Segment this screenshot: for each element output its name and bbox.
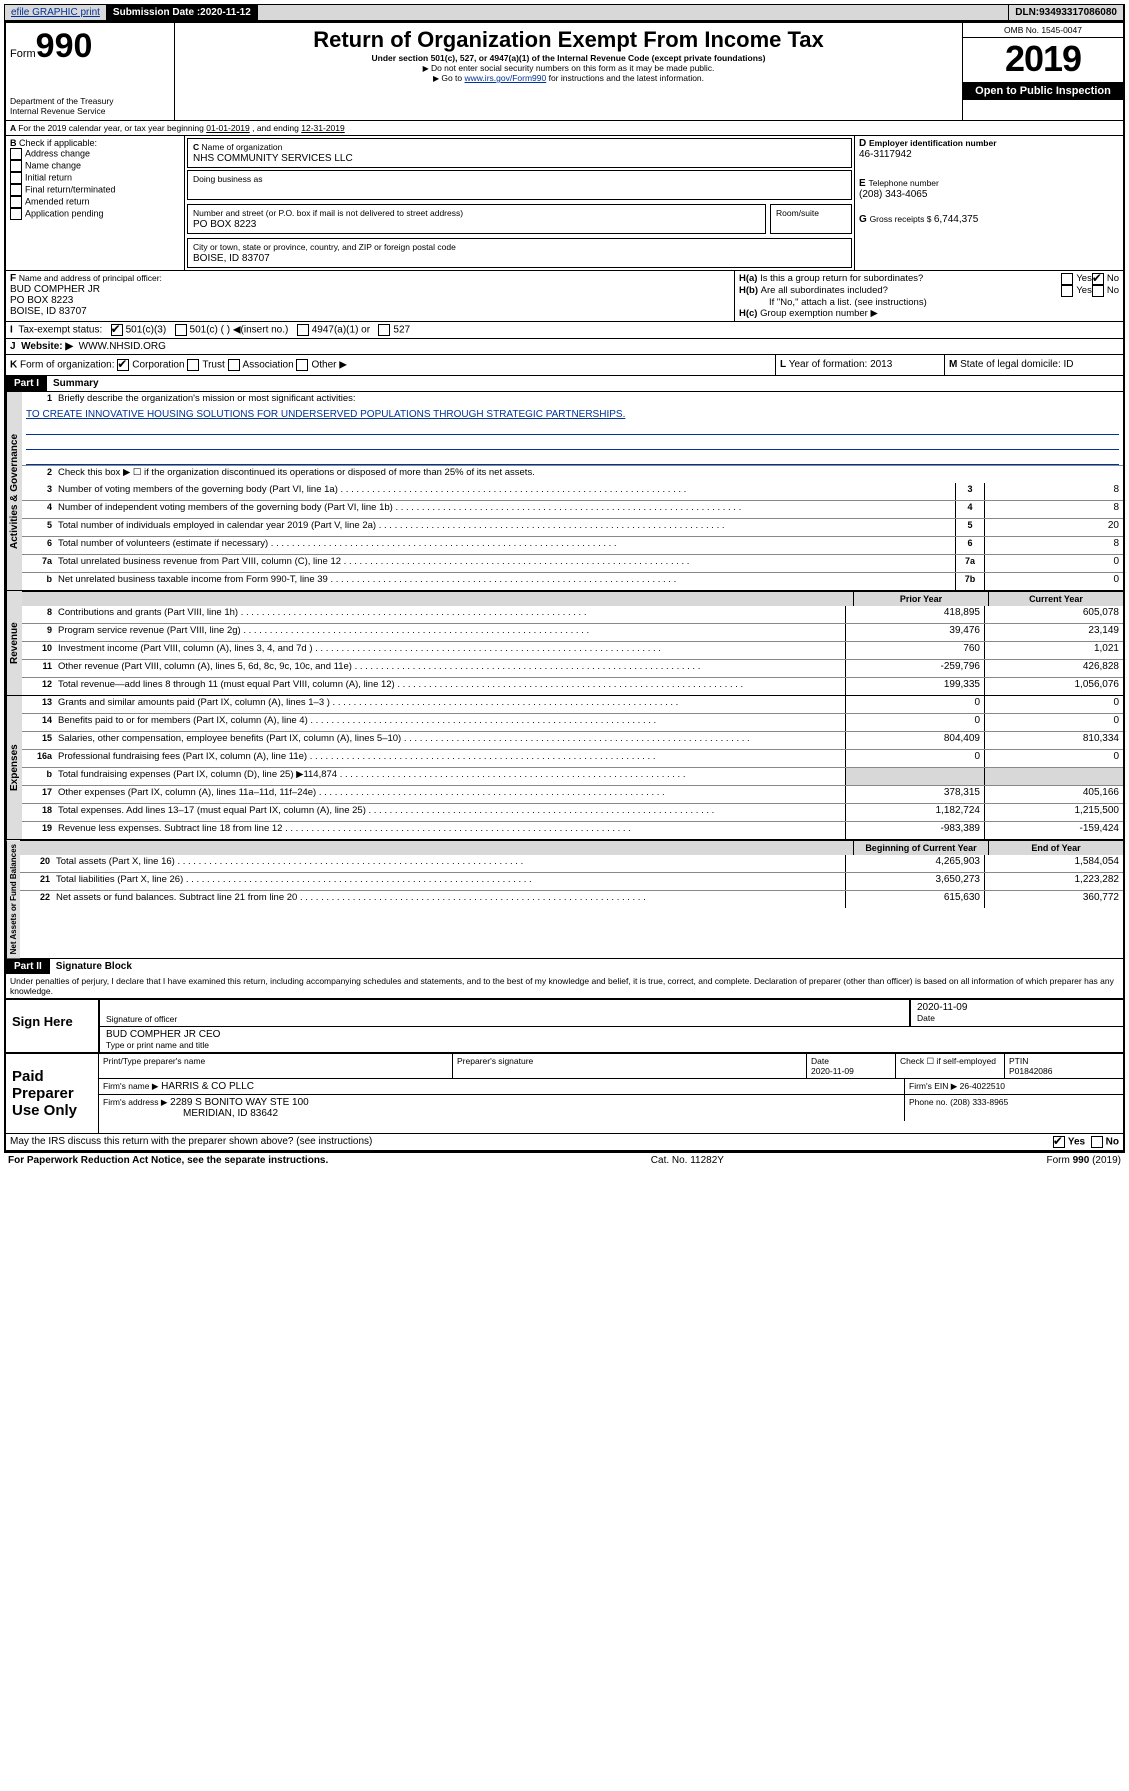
summary-row: b Net unrelated business taxable income … xyxy=(22,572,1123,590)
tab-net-assets: Net Assets or Fund Balances xyxy=(6,840,20,958)
sign-here-label: Sign Here xyxy=(6,1000,98,1052)
summary-row: 6 Total number of volunteers (estimate i… xyxy=(22,536,1123,554)
sig-officer-label: Signature of officer xyxy=(106,1014,903,1024)
firm-address: Firm's address ▶ 2289 S BONITO WAY STE 1… xyxy=(99,1095,904,1121)
firm-phone: Phone no. (208) 333-8965 xyxy=(904,1095,1123,1121)
tab-revenue: Revenue xyxy=(6,591,22,695)
tab-activities-governance: Activities & Governance xyxy=(6,392,22,590)
preparer-name-hdr: Print/Type preparer's name xyxy=(99,1054,452,1078)
self-employed-check: Check ☐ if self-employed xyxy=(895,1054,1004,1078)
line-I: I Tax-exempt status: 501(c)(3) 501(c) ( … xyxy=(6,321,1123,338)
part1-header: Part ISummary xyxy=(6,375,1123,391)
line-A: A For the 2019 calendar year, or tax yea… xyxy=(6,120,1123,135)
discuss-line: May the IRS discuss this return with the… xyxy=(6,1133,1123,1150)
firm-name: Firm's name ▶ HARRIS & CO PLLC xyxy=(99,1079,904,1094)
summary-row: 5 Total number of individuals employed i… xyxy=(22,518,1123,536)
date-label: Date xyxy=(917,1013,1117,1023)
summary-row: 4 Number of independent voting members o… xyxy=(22,500,1123,518)
line-M: M State of legal domicile: ID xyxy=(944,355,1123,375)
dept-treasury: Department of the Treasury xyxy=(10,96,170,106)
summary-row: 20 Total assets (Part X, line 16) 4,265,… xyxy=(20,855,1123,872)
officer-name: BUD COMPHER JR CEO xyxy=(106,1029,1117,1040)
line-K: K Form of organization: Corporation Trus… xyxy=(6,355,775,375)
summary-row: 11 Other revenue (Part VIII, column (A),… xyxy=(22,659,1123,677)
phone-box: E Telephone number(208) 343-4065 xyxy=(859,178,1119,200)
summary-row: 3 Number of voting members of the govern… xyxy=(22,483,1123,500)
summary-row: 18 Total expenses. Add lines 13–17 (must… xyxy=(22,803,1123,821)
paid-preparer-label: Paid Preparer Use Only xyxy=(6,1054,98,1133)
page-footer: For Paperwork Reduction Act Notice, see … xyxy=(4,1152,1125,1168)
summary-row: 15 Salaries, other compensation, employe… xyxy=(22,731,1123,749)
summary-row: 16a Professional fundraising fees (Part … xyxy=(22,749,1123,767)
open-inspection: Open to Public Inspection xyxy=(963,82,1123,100)
top-bar: efile GRAPHIC print Submission Date : 20… xyxy=(4,4,1125,21)
line-L: L Year of formation: 2013 xyxy=(775,355,944,375)
city-box: City or town, state or province, country… xyxy=(187,238,852,268)
firm-ein: Firm's EIN ▶ 26-4022510 xyxy=(904,1079,1123,1094)
tab-expenses: Expenses xyxy=(6,696,22,839)
gross-receipts: G Gross receipts $ 6,744,375 xyxy=(859,214,1119,225)
summary-row: 19 Revenue less expenses. Subtract line … xyxy=(22,821,1123,839)
line-2-label: Check this box ▶ ☐ if the organization d… xyxy=(56,466,1123,483)
topbar-spacer xyxy=(258,5,1009,20)
dba-box: Doing business as xyxy=(187,170,852,200)
submission-date: Submission Date : 2020-11-12 xyxy=(107,5,258,20)
summary-row: 14 Benefits paid to or for members (Part… xyxy=(22,713,1123,731)
summary-row: 12 Total revenue—add lines 8 through 11 … xyxy=(22,677,1123,695)
summary-row: 21 Total liabilities (Part X, line 26) 3… xyxy=(20,872,1123,890)
mission-text: TO CREATE INNOVATIVE HOUSING SOLUTIONS F… xyxy=(22,409,1123,420)
section-H: H(a) Is this a group return for subordin… xyxy=(734,271,1123,321)
efile-link[interactable]: efile GRAPHIC print xyxy=(5,5,107,20)
type-name-label: Type or print name and title xyxy=(106,1040,1117,1050)
dept-irs: Internal Revenue Service xyxy=(10,106,170,116)
summary-row: 17 Other expenses (Part IX, column (A), … xyxy=(22,785,1123,803)
section-B: B Check if applicable: Address change Na… xyxy=(6,136,185,270)
col-end: End of Year xyxy=(988,841,1123,855)
subtitle-3: Go to www.irs.gov/Form990 for instructio… xyxy=(179,73,958,83)
col-beginning: Beginning of Current Year xyxy=(853,841,988,855)
part2-header: Part IISignature Block xyxy=(6,958,1123,974)
officer-box: F Name and address of principal officer:… xyxy=(6,271,734,321)
summary-row: 8 Contributions and grants (Part VIII, l… xyxy=(22,606,1123,623)
org-name-box: C Name of organization NHS COMMUNITY SER… xyxy=(187,138,852,168)
line-1-label: Briefly describe the organization's miss… xyxy=(56,392,1123,409)
subtitle-1: Under section 501(c), 527, or 4947(a)(1)… xyxy=(179,53,958,63)
room-box: Room/suite xyxy=(770,204,852,234)
form-body: Form990 Department of the Treasury Inter… xyxy=(4,21,1125,1152)
preparer-sig-hdr: Preparer's signature xyxy=(452,1054,806,1078)
form-title: Return of Organization Exempt From Incom… xyxy=(179,27,958,53)
subtitle-2: Do not enter social security numbers on … xyxy=(179,63,958,73)
summary-row: b Total fundraising expenses (Part IX, c… xyxy=(22,767,1123,785)
irs-link[interactable]: www.irs.gov/Form990 xyxy=(465,73,547,83)
col-current-year: Current Year xyxy=(988,592,1123,606)
col-prior-year: Prior Year xyxy=(853,592,988,606)
summary-row: 13 Grants and similar amounts paid (Part… xyxy=(22,696,1123,713)
perjury-declaration: Under penalties of perjury, I declare th… xyxy=(6,974,1123,998)
sig-date: 2020-11-09 xyxy=(917,1002,1117,1013)
address-box: Number and street (or P.O. box if mail i… xyxy=(187,204,766,234)
summary-row: 22 Net assets or fund balances. Subtract… xyxy=(20,890,1123,908)
line-J: J Website: ▶ WWW.NHSID.ORG xyxy=(6,338,1123,354)
summary-row: 10 Investment income (Part VIII, column … xyxy=(22,641,1123,659)
ptin-box: PTINP01842086 xyxy=(1004,1054,1123,1078)
tax-year: 2019 xyxy=(963,38,1123,80)
summary-row: 7a Total unrelated business revenue from… xyxy=(22,554,1123,572)
form-number: Form990 xyxy=(10,27,170,66)
dln: DLN: 93493317086080 xyxy=(1009,5,1124,20)
preparer-date: Date2020-11-09 xyxy=(806,1054,895,1078)
omb: OMB No. 1545-0047 xyxy=(963,23,1123,38)
summary-row: 9 Program service revenue (Part VIII, li… xyxy=(22,623,1123,641)
ein-box: D Employer identification number46-31179… xyxy=(859,138,1119,160)
